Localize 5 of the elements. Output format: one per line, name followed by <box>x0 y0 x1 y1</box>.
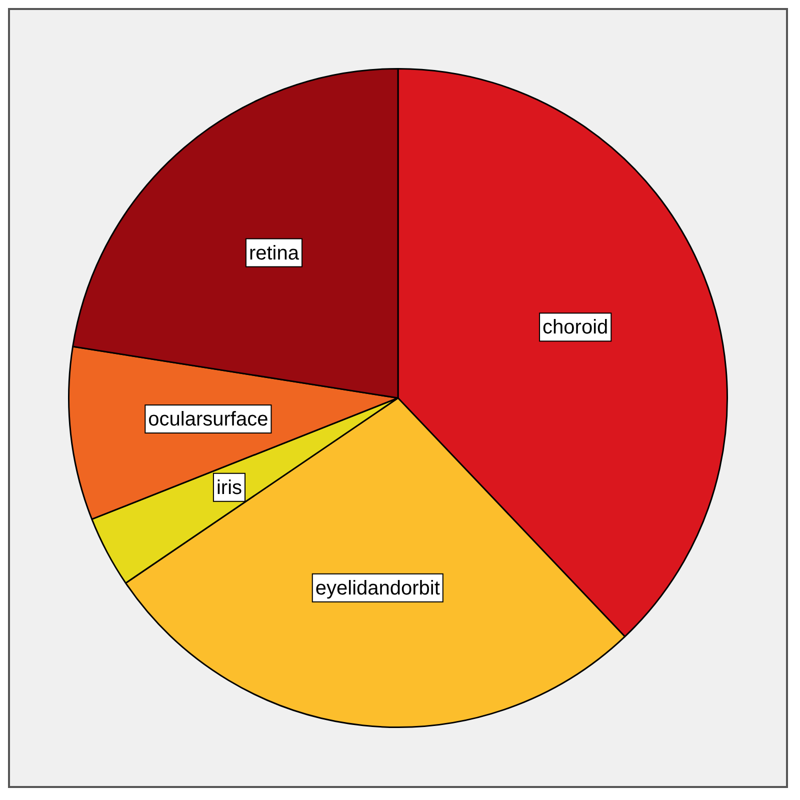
slice-label: ocularsurface <box>148 408 268 430</box>
slice-label: choroid <box>542 316 608 339</box>
slice-label: iris <box>216 476 242 499</box>
slice-label: eyelidandorbit <box>315 577 440 600</box>
slice-label: retina <box>248 242 300 264</box>
